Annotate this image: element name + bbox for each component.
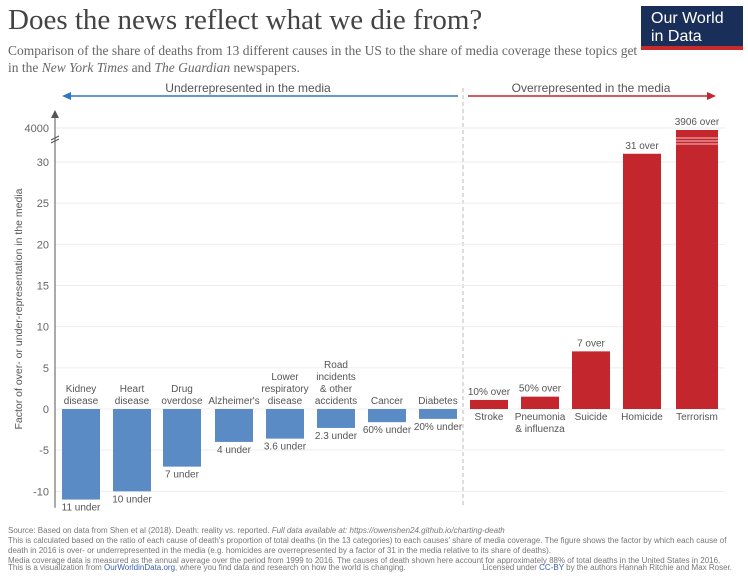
category-label: Road — [324, 360, 348, 371]
y-tick-label: 0 — [43, 404, 49, 416]
bar — [266, 409, 304, 439]
category-label: Drug — [171, 384, 193, 395]
bar — [676, 130, 718, 409]
subtitle-nyt: New York Times — [41, 60, 129, 75]
data-label: 4 under — [217, 445, 252, 456]
subtitle-guardian: The Guardian — [154, 60, 231, 75]
subtitle-text: and — [128, 60, 155, 75]
bar — [419, 409, 457, 419]
y-tick-label: 20 — [37, 239, 49, 251]
category-label: overdose — [161, 396, 203, 407]
left-arrowhead-icon — [62, 92, 71, 100]
owid-link[interactable]: OurWorldinData.org — [104, 563, 176, 572]
category-label: disease — [268, 396, 303, 407]
category-label: disease — [64, 396, 99, 407]
note-2: Media coverage data is measured as the a… — [8, 556, 721, 565]
bar — [521, 396, 559, 409]
bar — [470, 399, 508, 409]
bar — [572, 351, 610, 409]
category-label: & influenza — [515, 424, 565, 435]
bar — [62, 409, 100, 500]
note-1: This is calculated based on the ratio of… — [8, 536, 727, 555]
category-label: Kidney — [66, 384, 97, 395]
category-label: Diabetes — [418, 396, 457, 407]
right-arrowhead-icon — [707, 92, 716, 100]
bar — [215, 409, 253, 442]
viz-text: This is a visualization from — [8, 563, 105, 572]
bar — [113, 409, 151, 492]
subtitle-text: newspapers. — [230, 60, 300, 75]
left-arrow-label: Underrepresented in the media — [165, 81, 331, 95]
license-text: Licensed under — [482, 563, 540, 572]
category-label: Suicide — [575, 412, 608, 423]
y-tick-label: -5 — [39, 445, 49, 457]
category-label: respiratory — [261, 384, 308, 395]
category-label: Pneumonia — [515, 412, 566, 423]
data-label: 3.6 under — [264, 442, 307, 453]
y-tick-label: 5 — [43, 363, 49, 375]
bar — [163, 409, 201, 467]
footer-credits: This is a visualization from OurWorldinD… — [8, 563, 748, 573]
category-label: Heart — [120, 384, 145, 395]
source-text: Source: Based on data from Shen et al (2… — [8, 526, 272, 535]
category-label: Lower — [271, 372, 299, 383]
owid-logo[interactable]: Our World in Data — [641, 6, 743, 50]
license-link[interactable]: CC-BY — [539, 563, 564, 572]
source-link[interactable]: Full data available at: https://owenshen… — [271, 526, 505, 535]
axis-break-icon — [50, 135, 60, 144]
category-label: accidents — [315, 396, 357, 407]
y-tick-label: 15 — [37, 281, 49, 293]
category-label: incidents — [316, 372, 355, 383]
y-tick-label: 30 — [37, 157, 49, 169]
category-label: Stroke — [475, 412, 504, 423]
data-label: 7 over — [577, 338, 605, 349]
bar — [317, 409, 355, 428]
category-label: Alzheimer's — [208, 396, 259, 407]
footer-notes: Source: Based on data from Shen et al (2… — [8, 526, 748, 566]
category-label: Homicide — [621, 412, 663, 423]
chart-title: Does the news reflect what we die from? — [8, 4, 483, 36]
category-label: disease — [115, 396, 150, 407]
y-axis-arrowhead-icon — [51, 110, 59, 118]
data-label: 10% over — [468, 387, 511, 398]
data-label: 2.3 under — [315, 431, 358, 442]
data-label: 31 over — [625, 141, 659, 152]
chart-subtitle: Comparison of the share of deaths from 1… — [8, 42, 648, 76]
right-arrow-label: Overrepresented in the media — [512, 81, 671, 95]
data-label: 11 under — [62, 503, 101, 514]
bar — [368, 409, 406, 423]
y-tick-label: 25 — [37, 198, 49, 210]
subtitle-text: Comparison of the share of deaths from 1… — [8, 43, 638, 75]
data-label: 60% under — [363, 425, 412, 436]
y-tick-label: 4000 — [25, 123, 49, 135]
data-label: 3906 over — [675, 117, 720, 128]
y-axis-label: Factor of over- or under-representation … — [13, 188, 25, 429]
data-label: 7 under — [165, 470, 200, 481]
data-label: 10 under — [112, 494, 152, 505]
data-label: 20% under — [414, 422, 463, 433]
bar — [623, 153, 661, 409]
category-label: Cancer — [371, 396, 404, 407]
category-label: Terrorism — [676, 412, 718, 423]
y-tick-label: -10 — [33, 486, 49, 498]
viz-text: , where you find data and research on ho… — [175, 563, 406, 572]
chart: Underrepresented in the media Overreprese… — [13, 81, 725, 514]
data-label: 50% over — [519, 384, 562, 395]
category-label: & other — [320, 384, 353, 395]
license-text: by the authors Hannah Ritchie and Max Ro… — [563, 563, 732, 572]
y-tick-label: 10 — [37, 322, 49, 334]
